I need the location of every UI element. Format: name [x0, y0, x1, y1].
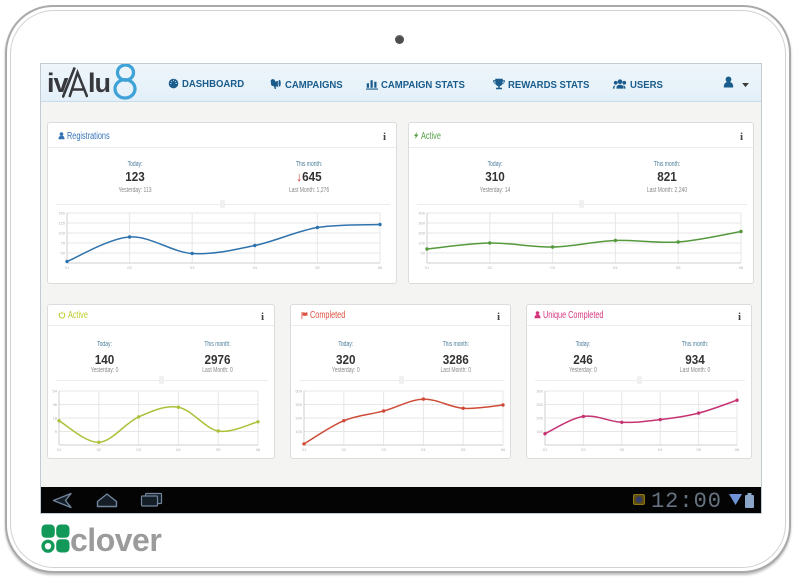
- svg-text:01: 01: [543, 447, 548, 452]
- svg-text:05: 05: [216, 447, 221, 452]
- svg-text:02: 02: [342, 447, 347, 452]
- svg-text:200: 200: [536, 416, 543, 421]
- svg-text:05: 05: [461, 447, 466, 452]
- svg-text:100: 100: [295, 429, 302, 434]
- svg-text:06: 06: [256, 447, 261, 452]
- svg-text:03: 03: [620, 447, 625, 452]
- svg-text:06: 06: [735, 447, 739, 452]
- svg-text:50: 50: [61, 251, 66, 256]
- svg-text:125: 125: [58, 221, 65, 226]
- svg-text:06: 06: [739, 265, 744, 270]
- svg-text:01: 01: [425, 265, 430, 270]
- svg-text:01: 01: [302, 447, 307, 452]
- svg-text:150: 150: [58, 211, 65, 216]
- svg-text:04: 04: [253, 265, 258, 270]
- svg-text:150: 150: [536, 429, 543, 434]
- svg-text:03: 03: [550, 265, 555, 270]
- svg-text:02: 02: [488, 265, 493, 270]
- svg-text:04: 04: [613, 265, 618, 270]
- svg-text:75: 75: [61, 241, 66, 246]
- svg-text:300: 300: [418, 221, 425, 226]
- svg-text:05: 05: [676, 265, 681, 270]
- svg-text:300: 300: [295, 402, 302, 407]
- svg-text:100: 100: [418, 241, 425, 246]
- svg-text:03: 03: [381, 447, 386, 452]
- svg-text:03: 03: [190, 265, 195, 270]
- svg-text:400: 400: [418, 211, 425, 216]
- svg-text:02: 02: [127, 265, 132, 270]
- svg-text:05: 05: [315, 265, 320, 270]
- svg-text:06: 06: [378, 265, 383, 270]
- svg-text:500: 500: [295, 389, 302, 394]
- svg-text:250: 250: [536, 402, 543, 407]
- svg-text:02: 02: [581, 447, 586, 452]
- svg-text:54: 54: [53, 389, 58, 394]
- svg-text:200: 200: [295, 416, 302, 421]
- svg-text:100: 100: [58, 231, 65, 236]
- svg-text:04: 04: [658, 447, 663, 452]
- svg-text:06: 06: [501, 447, 505, 452]
- svg-text:01: 01: [65, 265, 70, 270]
- svg-text:300: 300: [536, 389, 543, 394]
- svg-text:01: 01: [57, 447, 62, 452]
- svg-text:04: 04: [421, 447, 426, 452]
- svg-text:9: 9: [55, 429, 58, 434]
- svg-text:03: 03: [136, 447, 141, 452]
- svg-text:50: 50: [421, 251, 426, 256]
- svg-text:200: 200: [418, 231, 425, 236]
- svg-text:05: 05: [696, 447, 701, 452]
- svg-text:18: 18: [53, 416, 58, 421]
- svg-text:02: 02: [97, 447, 102, 452]
- svg-text:36: 36: [53, 402, 58, 407]
- svg-text:04: 04: [176, 447, 181, 452]
